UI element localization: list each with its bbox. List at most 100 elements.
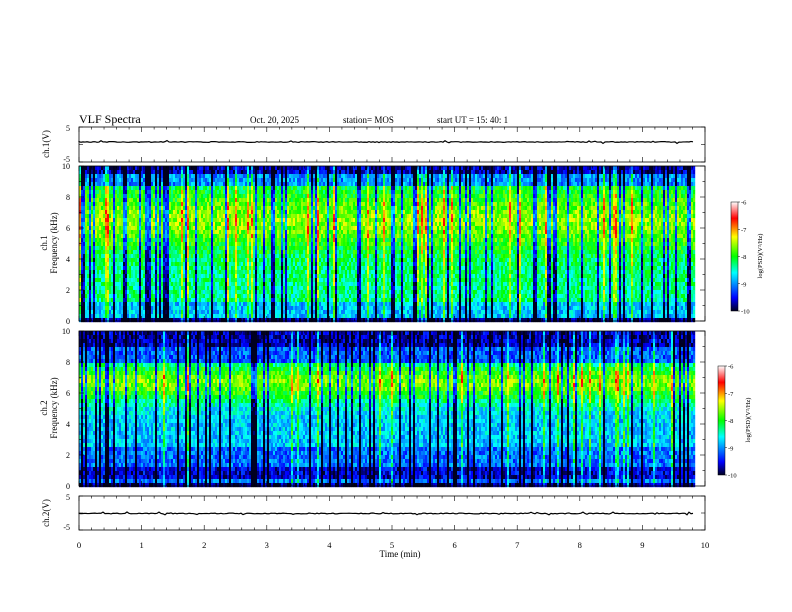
- spectrogram-ch1-cell: [107, 230, 110, 235]
- spectrogram-ch1-cell: [137, 210, 140, 215]
- spectrogram-ch1-cell: [175, 238, 178, 243]
- spectrogram-ch1-cell: [239, 194, 242, 199]
- spectrogram-ch1-cell: [231, 274, 234, 279]
- spectrogram-ch1-cell: [317, 226, 320, 231]
- spectrogram-ch1-cell: [275, 270, 278, 275]
- spectrogram-ch1-cell: [261, 210, 264, 215]
- spectrogram-ch1-cell: [145, 206, 148, 211]
- spectrogram-ch1-cell: [183, 298, 186, 303]
- spectrogram-ch1-cell: [311, 318, 314, 323]
- spectrogram-ch1-cell: [177, 226, 180, 231]
- spectrogram-ch1-cell: [115, 278, 118, 283]
- spectrogram-ch1-cell: [99, 182, 102, 187]
- spectrogram-ch1-cell: [89, 290, 92, 295]
- spectrogram-ch1-cell: [137, 226, 140, 231]
- spectrogram-ch1-cell: [271, 178, 274, 183]
- spectrogram-ch1-cell: [279, 310, 282, 315]
- spectrogram-ch1-cell: [123, 290, 126, 295]
- spectrogram-ch1-cell: [259, 174, 262, 179]
- spectrogram-ch1-cell: [131, 182, 134, 187]
- spectrogram-ch1-cell: [161, 274, 164, 279]
- spectrogram-ch1-cell: [191, 282, 194, 287]
- spectrogram-ch1-cell: [223, 310, 226, 315]
- spectrogram-ch1-cell: [269, 166, 272, 171]
- spectrogram-ch1-cell: [271, 254, 274, 259]
- spectrogram-ch1-cell: [189, 182, 192, 187]
- spectrogram-ch1-cell: [143, 218, 146, 223]
- spectrogram-ch1-cell: [95, 186, 98, 191]
- spectrogram-ch1-cell: [83, 214, 86, 219]
- spectrogram-ch1-cell: [297, 306, 300, 311]
- spectrogram-ch1-cell: [205, 198, 208, 203]
- spectrogram-ch1-cell: [91, 254, 94, 259]
- spectrogram-ch1-cell: [251, 210, 254, 215]
- spectrogram-ch1-cell: [217, 210, 220, 215]
- spectrogram-ch1-cell: [255, 294, 258, 299]
- spectrogram-ch1-cell: [131, 170, 134, 175]
- spectrogram-ch1-cell: [219, 318, 222, 323]
- spectrogram-ch1-cell: [169, 214, 172, 219]
- spectrogram-ch1-cell: [87, 250, 90, 255]
- spectrogram-ch1-cell: [187, 190, 190, 195]
- spectrogram-ch1-cell: [99, 314, 102, 319]
- spectrogram-ch1-cell: [321, 166, 324, 171]
- spectrogram-ch1-cell: [247, 266, 250, 271]
- spectrogram-ch1-cell: [133, 294, 136, 299]
- spectrogram-ch1-cell: [227, 310, 230, 315]
- spectrogram-ch1-cell: [115, 206, 118, 211]
- spectrogram-ch1-cell: [249, 174, 252, 179]
- spectrogram-ch1-cell: [121, 166, 124, 171]
- spectrogram-ch1-cell: [101, 274, 104, 279]
- spectrogram-ch1-cell: [255, 206, 258, 211]
- spectrogram-ch1-cell: [211, 314, 214, 319]
- spectrogram-ch1-cell: [273, 210, 276, 215]
- spectrogram-ch1-cell: [249, 290, 252, 295]
- spectrogram-ch1-cell: [179, 286, 182, 291]
- spectrogram-ch1-cell: [189, 262, 192, 267]
- spectrogram-ch1-cell: [97, 294, 100, 299]
- spectrogram-ch1-cell: [327, 166, 330, 171]
- spectrogram-ch1-cell: [253, 230, 256, 235]
- spectrogram-ch1-cell: [315, 234, 318, 239]
- spectrogram-ch1-cell: [303, 222, 306, 227]
- spectrogram-ch1-cell: [201, 202, 204, 207]
- spectrogram-ch1-cell: [119, 186, 122, 191]
- spectrogram-ch1-cell: [89, 198, 92, 203]
- spectrogram-ch1-cell: [119, 178, 122, 183]
- spectrogram-ch1-cell: [301, 234, 304, 239]
- spectrogram-ch1-cell: [217, 202, 220, 207]
- spectrogram-ch1-cell: [327, 238, 330, 243]
- spectrogram-ch1-cell: [295, 218, 298, 223]
- spectrogram-ch1-cell: [107, 290, 110, 295]
- spectrogram-ch1-cell: [153, 234, 156, 239]
- spectrogram-ch1-cell: [103, 254, 106, 259]
- spectrogram-ch1-cell: [79, 238, 82, 243]
- spectrogram-ch1-cell: [147, 170, 150, 175]
- spectrogram-ch1-cell: [309, 246, 312, 251]
- spectrogram-ch1-cell: [133, 314, 136, 319]
- spectrogram-ch1-cell: [93, 258, 96, 263]
- spectrogram-ch1-cell: [107, 182, 110, 187]
- spectrogram-ch1-cell: [321, 198, 324, 203]
- spectrogram-ch1-cell: [83, 206, 86, 211]
- spectrogram-ch1-cell: [101, 302, 104, 307]
- spectrogram-ch1-cell: [191, 266, 194, 271]
- spectrogram-ch1-cell: [145, 214, 148, 219]
- spectrogram-ch1-cell: [265, 190, 268, 195]
- spectrogram-ch1-cell: [147, 318, 150, 323]
- spectrogram-ch1-cell: [325, 170, 328, 175]
- spectrogram-ch1-cell: [209, 190, 212, 195]
- spectrogram-ch1-cell: [185, 198, 188, 203]
- spectrogram-ch1-cell: [135, 258, 138, 263]
- spectrogram-ch1-cell: [203, 202, 206, 207]
- spectrogram-ch1-cell: [297, 310, 300, 315]
- spectrogram-ch1-cell: [215, 186, 218, 191]
- spectrogram-ch1-cell: [197, 310, 200, 315]
- spectrogram-ch1-cell: [181, 166, 184, 171]
- spectrogram-ch1-cell: [189, 274, 192, 279]
- spectrogram-ch1-cell: [119, 218, 122, 223]
- spectrogram-ch1-cell: [93, 318, 96, 323]
- spectrogram-ch1-cell: [91, 278, 94, 283]
- spectrogram-ch1-cell: [195, 166, 198, 171]
- spectrogram-ch1-cell: [285, 258, 288, 263]
